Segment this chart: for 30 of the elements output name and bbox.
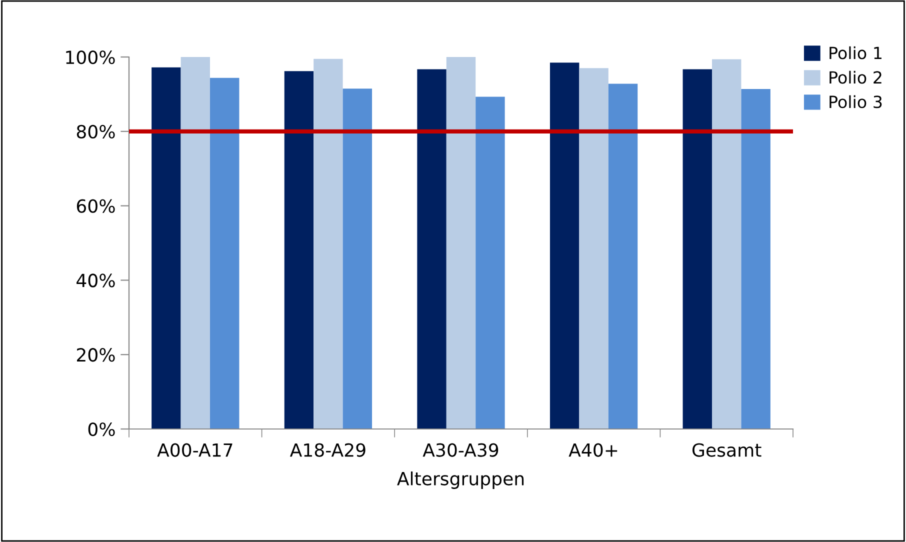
bar	[446, 57, 476, 429]
y-tick-label: 40%	[76, 274, 115, 288]
y-tick-label: 0%	[88, 422, 115, 436]
x-axis-title: Altersgruppen	[397, 471, 524, 489]
x-tick-label: A18-A29	[290, 443, 366, 457]
bar	[152, 67, 181, 429]
bar	[682, 69, 712, 429]
bar	[608, 84, 638, 429]
bar	[579, 68, 608, 429]
bar	[314, 58, 343, 429]
y-tick-label: 20%	[76, 348, 115, 362]
bar	[417, 69, 446, 429]
bar	[180, 57, 210, 429]
x-tick-label: A40+	[568, 443, 618, 457]
bar	[550, 62, 580, 429]
bar	[284, 71, 314, 429]
bar	[342, 88, 372, 429]
legend-label: Polio 3	[830, 95, 882, 108]
y-tick-label: 60%	[76, 199, 115, 213]
x-tick-label: Gesamt	[692, 443, 762, 457]
legend-label: Polio 1	[830, 46, 882, 60]
x-tick-label: A00-A17	[157, 443, 232, 457]
y-tick-label: 80%	[76, 124, 115, 139]
bar	[210, 78, 240, 429]
bar	[712, 59, 742, 429]
bar	[741, 88, 770, 429]
legend-label: Polio 2	[830, 70, 882, 84]
x-tick-label: A30-A39	[422, 443, 498, 457]
y-tick-label: 100%	[66, 50, 115, 64]
bar	[476, 96, 505, 429]
